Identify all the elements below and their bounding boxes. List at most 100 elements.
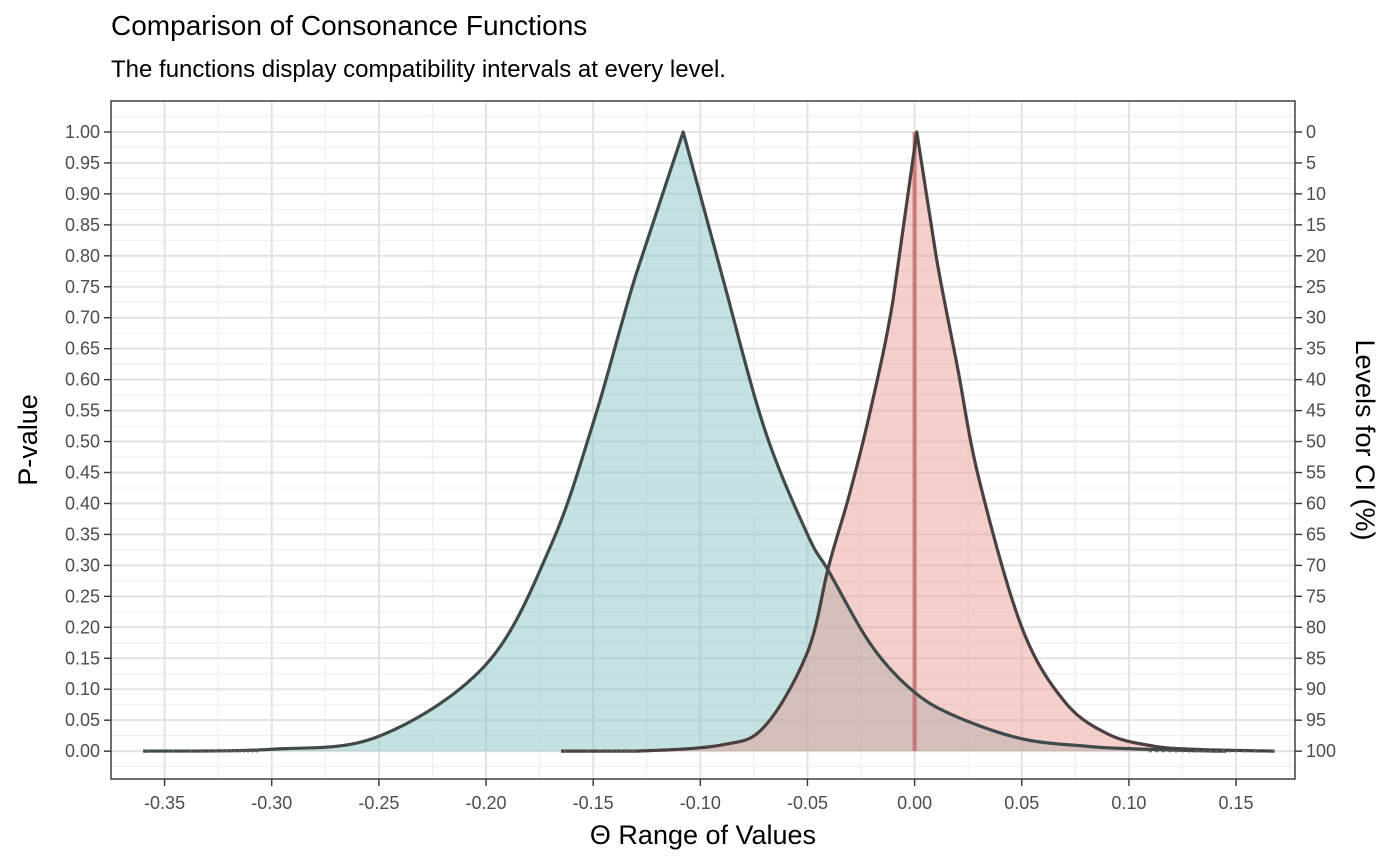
series-1-point [246, 749, 250, 753]
y-tick-label: 0.80 [65, 246, 100, 266]
y-tick-label: 0.05 [65, 710, 100, 730]
series-1-point [229, 749, 233, 753]
y2-tick-label: 55 [1306, 463, 1326, 483]
series-1-point [255, 749, 259, 753]
series-2-point [628, 749, 632, 753]
series-1-point [1155, 749, 1159, 753]
y2-tick-label: 50 [1306, 432, 1326, 452]
plot-panel [110, 100, 1296, 780]
y-tick-label: 0.55 [65, 401, 100, 421]
series-2-point [615, 749, 619, 753]
series-2-point [1228, 749, 1232, 753]
series-2-point [611, 749, 614, 753]
x-tick-label: 0.15 [1219, 793, 1254, 813]
panel-border [110, 100, 1296, 780]
series-1-point [1168, 749, 1172, 753]
y-tick-label: 0.10 [65, 679, 100, 699]
series-1-point [251, 749, 254, 753]
series-1-point [171, 749, 175, 753]
series-layer [143, 130, 1275, 753]
series-2-point [1271, 749, 1274, 753]
y2-tick-label: 90 [1306, 679, 1326, 699]
x-tick-label: 0.10 [1111, 793, 1146, 813]
series-1-point [1148, 749, 1152, 753]
x-tick-label: -0.20 [466, 793, 507, 813]
y-axis-title: P-value [13, 394, 43, 486]
y2-tick-label: 5 [1306, 153, 1316, 173]
y2-axis-title: Levels for CI (%) [1350, 339, 1380, 540]
series-2-point [1202, 749, 1206, 753]
series-2-point [619, 749, 623, 753]
y-tick-label: 0.75 [65, 277, 100, 297]
series-2-point [623, 749, 627, 753]
series-1-area [143, 131, 1226, 752]
grid [110, 101, 1295, 779]
series-1-point [214, 749, 218, 753]
series-1-point [233, 749, 237, 753]
series-1-point [221, 749, 224, 753]
series-1-point [146, 749, 149, 753]
y-tick-label: 0.20 [65, 617, 100, 637]
y-tick-label: 0.50 [65, 432, 100, 452]
y-tick-label: 0.15 [65, 648, 100, 668]
y2-tick-label: 25 [1306, 277, 1326, 297]
series-2-point [1196, 749, 1199, 753]
series-1-point [242, 749, 246, 753]
y-tick-label: 0.30 [65, 555, 100, 575]
y-tick-label: 0.70 [65, 308, 100, 328]
x-tick-label: 0.00 [897, 793, 932, 813]
y2-tick-label: 10 [1306, 184, 1326, 204]
y-tick-label: 0.40 [65, 493, 100, 513]
series-1-point [225, 749, 229, 753]
y2-tick-label: 85 [1306, 648, 1326, 668]
series-1-point [238, 749, 241, 753]
series-2-point [604, 749, 608, 753]
x-tick-label: -0.15 [573, 793, 614, 813]
y2-tick-label: 30 [1306, 308, 1326, 328]
y-tick-label: 0.85 [65, 215, 100, 235]
series-2-point [1243, 749, 1247, 753]
y-tick-label: 0.45 [65, 463, 100, 483]
y2-tick-label: 40 [1306, 370, 1326, 390]
y-tick-label: 0.35 [65, 524, 100, 544]
series-2-point [563, 749, 567, 753]
series-2-point [1221, 749, 1225, 753]
y-tick-label: 0.90 [65, 184, 100, 204]
y2-tick-label: 15 [1306, 215, 1326, 235]
series-2-point [1253, 749, 1257, 753]
chart-title: Comparison of Consonance Functions [111, 10, 588, 41]
series-2-point [1215, 749, 1219, 753]
series-2-line [561, 130, 1275, 753]
x-tick-label: -0.05 [787, 793, 828, 813]
y2-tick-label: 45 [1306, 401, 1326, 421]
series-1-point [208, 749, 211, 753]
y2-tick-label: 80 [1306, 617, 1326, 637]
series-1-point [1181, 749, 1184, 753]
x-axis-title: Θ Range of Values [590, 820, 816, 850]
y2-tick-label: 60 [1306, 493, 1326, 513]
series-2-point [598, 749, 602, 753]
y-tick-label: 0.25 [65, 586, 100, 606]
x-tick-label: -0.30 [251, 793, 292, 813]
series-1-point [199, 749, 203, 753]
x-tick-label: -0.35 [144, 793, 185, 813]
x-tick-label: -0.25 [358, 793, 399, 813]
y2-tick-label: 65 [1306, 524, 1326, 544]
series-2-point [587, 749, 591, 753]
y-tick-label: 0.65 [65, 339, 100, 359]
y-tick-label: 0.00 [65, 741, 100, 761]
series-1-point [1174, 749, 1178, 753]
series-1-point [1161, 749, 1165, 753]
y2-tick-label: 70 [1306, 555, 1326, 575]
y2-tick-label: 75 [1306, 586, 1326, 606]
series-2-area [561, 131, 1275, 752]
y-tick-label: 1.00 [65, 122, 100, 142]
y2-tick-label: 100 [1306, 741, 1336, 761]
y2-tick-label: 0 [1306, 122, 1316, 142]
series-1-line [143, 130, 1228, 753]
x-tick-label: -0.10 [680, 793, 721, 813]
series-2-point [1208, 749, 1212, 753]
y-tick-label: 0.95 [65, 153, 100, 173]
series-2-point [632, 749, 636, 753]
